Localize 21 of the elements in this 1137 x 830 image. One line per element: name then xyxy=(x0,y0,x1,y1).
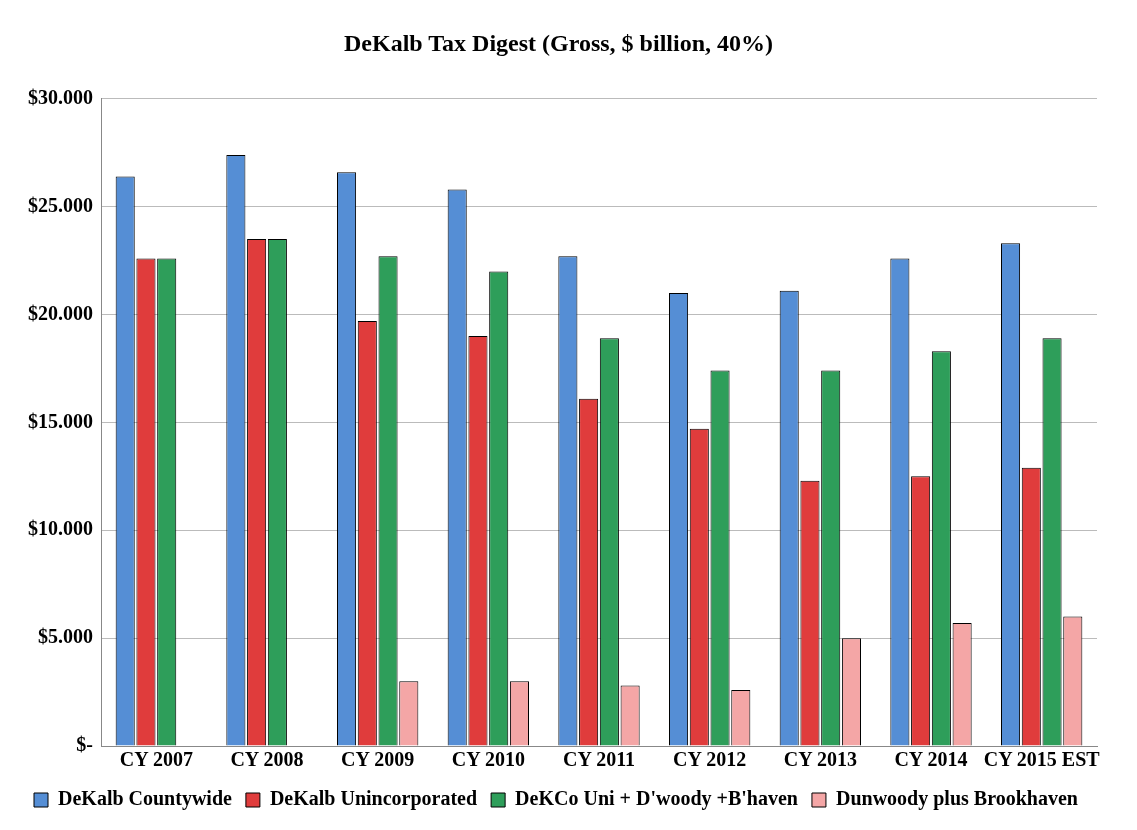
y-tick-label: $20.000 xyxy=(28,301,93,324)
legend-label: DeKalb Countywide xyxy=(58,787,233,811)
y-tick-label: $25.000 xyxy=(28,193,93,216)
x-tick-label: CY 2015 EST xyxy=(983,748,1101,771)
x-tick-label: CY 2009 xyxy=(341,748,415,771)
y-tick-label: $- xyxy=(76,733,93,756)
x-tick-label: CY 2008 xyxy=(230,748,304,771)
legend-label: Dunwoody plus Brookhaven xyxy=(835,787,1078,811)
x-tick-label: CY 2011 xyxy=(562,748,636,771)
x-tick-label: CY 2012 xyxy=(673,748,747,771)
chart-title: DeKalb Tax Digest (Gross, $ billion, 40%) xyxy=(344,29,773,56)
legend-label: DeKCo Uni + D'woody +B'haven xyxy=(515,787,798,811)
x-tick-label: CY 2010 xyxy=(451,748,525,771)
legend-label: DeKalb Unincorporated xyxy=(269,787,478,811)
x-tick-label: CY 2007 xyxy=(119,748,193,771)
y-tick-label: $10.000 xyxy=(28,517,93,540)
x-tick-label: CY 2013 xyxy=(783,748,857,771)
x-tick-label: CY 2014 xyxy=(894,748,968,771)
y-tick-label: $5.000 xyxy=(38,625,93,648)
y-tick-label: $15.000 xyxy=(28,409,93,432)
y-tick-label: $30.000 xyxy=(28,85,93,108)
